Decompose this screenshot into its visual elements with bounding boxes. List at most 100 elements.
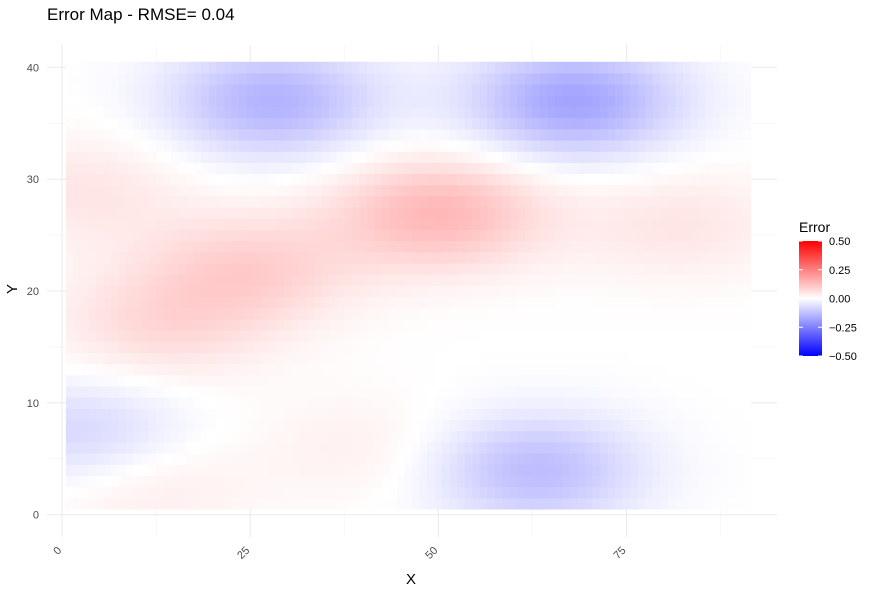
heatmap-tile xyxy=(562,274,571,286)
heatmap-tile xyxy=(743,397,752,409)
heatmap-tile xyxy=(133,397,142,409)
heatmap-tile xyxy=(246,162,255,175)
heatmap-tile xyxy=(517,263,526,275)
heatmap-tile xyxy=(396,251,405,264)
heatmap-tile xyxy=(585,207,594,219)
heatmap-tile xyxy=(80,497,89,510)
heatmap-tile xyxy=(682,397,691,409)
heatmap-tile xyxy=(645,318,654,331)
heatmap-tile xyxy=(442,61,451,74)
heatmap-tile xyxy=(547,173,556,186)
heatmap-tile xyxy=(223,497,232,510)
heatmap-tile xyxy=(479,475,488,488)
heatmap-tile xyxy=(163,352,172,365)
heatmap-tile xyxy=(472,307,481,320)
heatmap-tile xyxy=(253,497,262,510)
heatmap-tile xyxy=(472,497,481,510)
heatmap-tile xyxy=(622,263,631,275)
heatmap-tile xyxy=(238,296,247,309)
heatmap-tile xyxy=(126,285,135,298)
heatmap-tile xyxy=(547,195,556,208)
heatmap-tile xyxy=(735,397,744,409)
heatmap-tile xyxy=(163,486,172,499)
heatmap-tile xyxy=(630,151,639,163)
heatmap-tile xyxy=(682,430,691,443)
heatmap-tile xyxy=(344,162,353,175)
heatmap-tile xyxy=(186,117,195,130)
heatmap-tile xyxy=(532,229,541,242)
heatmap-tile xyxy=(464,453,473,465)
heatmap-tile xyxy=(193,173,202,186)
heatmap-tile xyxy=(479,128,488,141)
heatmap-tile xyxy=(148,229,157,242)
heatmap-tile xyxy=(223,341,232,353)
heatmap-tile xyxy=(524,84,533,96)
heatmap-tile xyxy=(479,285,488,298)
heatmap-tile xyxy=(110,497,119,510)
heatmap-tile xyxy=(321,296,330,309)
heatmap-tile xyxy=(381,195,390,208)
heatmap-tile xyxy=(494,140,503,152)
heatmap-tile xyxy=(216,296,225,309)
heatmap-tile xyxy=(344,72,353,85)
heatmap-tile xyxy=(186,486,195,499)
heatmap-tile xyxy=(697,486,707,499)
heatmap-tile xyxy=(163,140,172,152)
heatmap-tile xyxy=(276,207,285,219)
heatmap-tile xyxy=(743,464,752,476)
heatmap-tile xyxy=(690,330,699,342)
heatmap-tile xyxy=(660,106,669,119)
heatmap-tile xyxy=(231,128,240,141)
heatmap-tile xyxy=(321,151,330,163)
heatmap-tile xyxy=(577,464,586,476)
heatmap-tile xyxy=(261,307,270,320)
heatmap-tile xyxy=(186,184,195,197)
heatmap-tile xyxy=(299,173,308,186)
heatmap-tile xyxy=(585,240,594,253)
heatmap-tile xyxy=(472,128,481,141)
heatmap-tile xyxy=(705,251,714,264)
heatmap-tile xyxy=(705,195,714,208)
heatmap-tile xyxy=(201,430,210,443)
heatmap-tile xyxy=(539,207,548,219)
heatmap-tile xyxy=(667,397,676,409)
heatmap-tile xyxy=(743,453,752,465)
heatmap-tile xyxy=(690,352,699,365)
heatmap-tile xyxy=(269,363,278,376)
heatmap-tile xyxy=(547,318,556,331)
heatmap-tile xyxy=(675,285,684,298)
heatmap-tile xyxy=(539,296,548,309)
heatmap-tile xyxy=(464,397,473,409)
heatmap-tile xyxy=(728,151,737,163)
heatmap-tile xyxy=(562,162,571,175)
heatmap-tile xyxy=(585,386,594,398)
heatmap-tile xyxy=(336,229,345,242)
heatmap-tile xyxy=(479,274,488,286)
heatmap-tile xyxy=(88,184,97,197)
heatmap-tile xyxy=(276,84,285,96)
heatmap-tile xyxy=(539,330,548,342)
heatmap-tile xyxy=(442,341,451,353)
heatmap-tile xyxy=(269,475,278,488)
heatmap-tile xyxy=(554,61,564,74)
heatmap-tile xyxy=(652,352,661,365)
heatmap-tile xyxy=(442,229,451,242)
heatmap-tile xyxy=(133,274,142,286)
heatmap-tile xyxy=(577,363,586,376)
heatmap-tile xyxy=(735,61,744,74)
heatmap-tile xyxy=(645,285,654,298)
heatmap-tile xyxy=(404,218,413,230)
heatmap-tile xyxy=(577,441,586,454)
heatmap-tile xyxy=(276,374,285,387)
heatmap-tile xyxy=(728,486,737,499)
heatmap-tile xyxy=(630,397,639,409)
heatmap-tile xyxy=(186,162,195,175)
heatmap-tile xyxy=(637,307,646,320)
heatmap-tile xyxy=(374,453,383,465)
heatmap-tile xyxy=(457,274,466,286)
heatmap-tile xyxy=(148,419,157,432)
heatmap-tile xyxy=(396,330,405,342)
heatmap-tile xyxy=(261,274,270,286)
heatmap-tile xyxy=(95,341,104,353)
heatmap-tile xyxy=(253,207,262,219)
